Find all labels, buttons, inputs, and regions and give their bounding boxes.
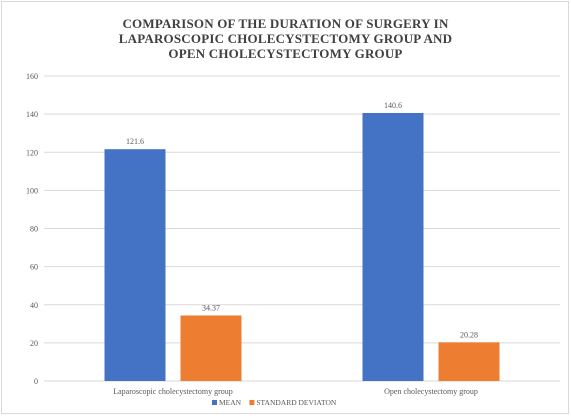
legend-swatch-0 — [212, 400, 217, 405]
chart-title: COMPARISON OF THE DURATION OF SURGERY IN… — [0, 16, 571, 61]
y-tick-label-40: 40 — [30, 301, 38, 310]
chart-title-line-2: LAPAROSCOPIC CHOLECYSTECTOMY GROUP AND — [118, 31, 453, 46]
y-tick-label-60: 60 — [30, 263, 38, 272]
bar-standard-deviaton-1 — [438, 342, 500, 381]
y-tick-label-120: 120 — [26, 148, 38, 157]
bar-mean-1 — [362, 112, 424, 381]
y-tick-label-160: 160 — [26, 72, 38, 81]
y-tick-label-80: 80 — [30, 225, 38, 234]
data-label-mean-0: 121.6 — [126, 137, 144, 146]
y-tick-label-0: 0 — [34, 377, 38, 386]
data-label-mean-1: 140.6 — [384, 101, 402, 110]
category-label-0: Laparoscopic cholecystectomy group — [113, 387, 233, 396]
data-label-standard-deviaton-0: 34.37 — [202, 303, 220, 312]
legend-swatch-1 — [249, 400, 255, 405]
data-label-standard-deviaton-1: 20.28 — [460, 330, 478, 339]
bar-standard-deviaton-0 — [180, 315, 242, 381]
chart-title-line-1: COMPARISON OF THE DURATION OF SURGERY IN — [122, 16, 449, 31]
y-tick-label-20: 20 — [30, 339, 38, 348]
category-label-1: Open cholecystectomy group — [384, 387, 478, 396]
legend-label-1: STANDARD DEVIATON — [256, 398, 336, 407]
bar-mean-0 — [104, 149, 166, 381]
chart-title-line-3: OPEN CHOLECYSTECTOMY GROUP — [168, 46, 403, 61]
y-tick-label-140: 140 — [26, 110, 38, 119]
y-tick-label-100: 100 — [26, 186, 38, 195]
legend-label-0: MEAN — [219, 398, 242, 407]
